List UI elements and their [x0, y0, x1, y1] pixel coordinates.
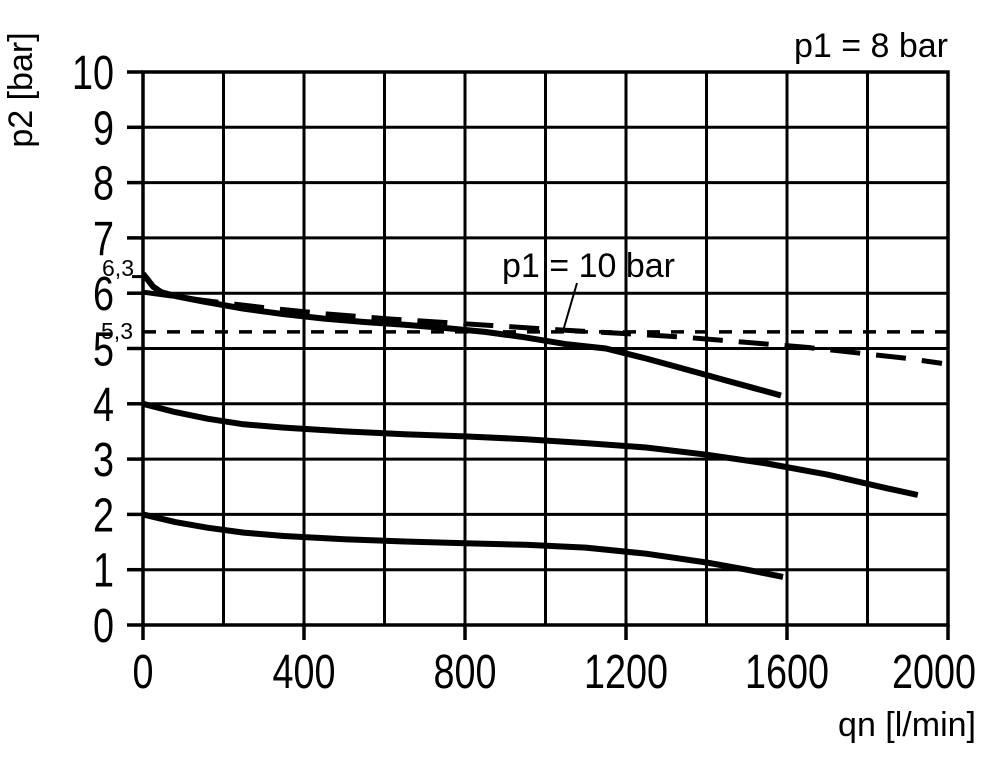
y-tick-label: 10	[72, 47, 114, 100]
y-tick-label: 4	[93, 379, 114, 432]
axis-ticks	[127, 70, 950, 640]
curve-p1_10	[142, 289, 943, 366]
curve-annotation-p1-10: p1 = 10 bar	[502, 247, 675, 285]
y-tick-label: 8	[93, 158, 114, 211]
x-tick-label: 0	[133, 646, 154, 699]
curve-set_2	[142, 511, 784, 580]
y-tick-label: 7	[93, 213, 114, 266]
y-tick-label: 3	[93, 434, 114, 487]
grid-lines	[141, 70, 950, 627]
x-tick-label: 800	[434, 646, 497, 699]
chart-title: p1 = 8 bar	[794, 27, 948, 65]
data-curves	[140, 271, 948, 580]
y-tick-label: 9	[93, 102, 114, 155]
y-mark-6-3-label: 6,3	[102, 255, 134, 281]
x-tick-label: 2000	[892, 646, 976, 699]
curve-set_4	[142, 400, 919, 498]
y-mark-5-3-label: 5,3	[101, 318, 133, 344]
x-tick-label: 400	[273, 646, 336, 699]
y-axis-label: p2 [bar]	[2, 32, 40, 147]
y-tick-label: 1	[93, 545, 114, 598]
y-tick-label: 6	[93, 268, 114, 321]
x-tick-label: 1600	[745, 646, 829, 699]
annotation-leader-line	[562, 282, 578, 332]
x-axis-label: qn [l/min]	[838, 706, 976, 744]
y-tick-label: 2	[93, 489, 114, 542]
x-tick-label: 1200	[584, 646, 668, 699]
y-tick-label: 0	[93, 600, 114, 653]
y-tick-label: 5	[93, 324, 114, 377]
